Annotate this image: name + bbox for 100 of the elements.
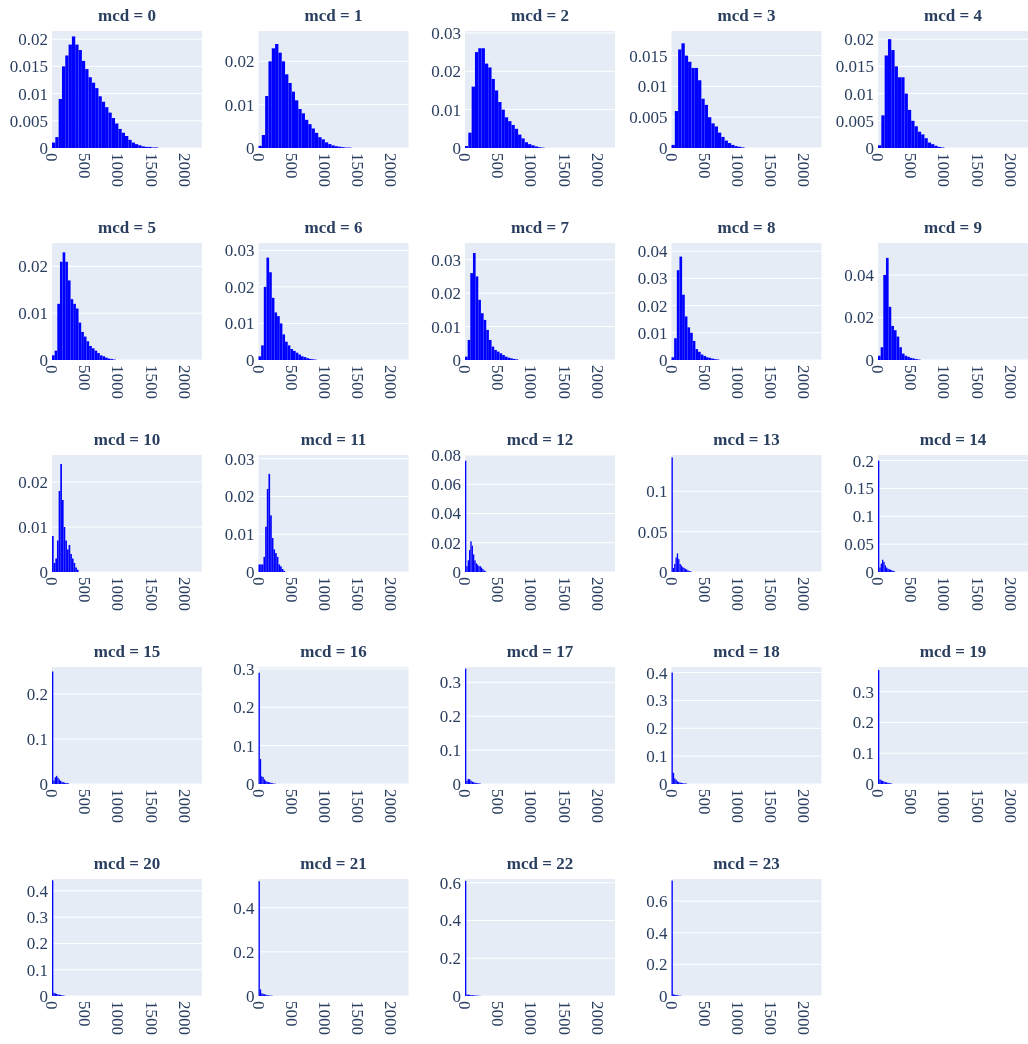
- x-tick-label: 2000: [794, 153, 814, 187]
- x-tick-label: 2000: [381, 1001, 401, 1035]
- x-tick-label: 2000: [174, 153, 194, 187]
- x-tick-label: 2000: [381, 577, 401, 611]
- y-tick-label: 0.04: [431, 504, 462, 524]
- x-tick-label: 500: [281, 1001, 301, 1027]
- x-tick-label: 2000: [174, 365, 194, 399]
- y-tick-label: 0.01: [431, 100, 461, 120]
- y-tick-label: 0.2: [26, 934, 48, 954]
- y-tick-label: 0.02: [18, 257, 48, 277]
- y-tick-label: 0.1: [852, 744, 874, 764]
- y-tick-label: 0.02: [224, 487, 255, 507]
- x-tick-label: 500: [488, 365, 508, 391]
- x-tick-label: 2000: [381, 365, 401, 399]
- x-tick-label: 2000: [381, 153, 401, 187]
- y-tick-label: 0.1: [439, 741, 461, 761]
- x-tick-label: 1000: [934, 153, 954, 187]
- chart-title: mcd = 21: [300, 854, 367, 873]
- x-tick-label: 1000: [521, 1001, 541, 1035]
- x-tick-label: 2000: [1000, 365, 1020, 399]
- x-tick-label: 1000: [314, 153, 334, 187]
- y-tick-label: 0.2: [852, 451, 874, 471]
- y-tick-label: 0.02: [224, 52, 255, 72]
- x-tick-label: 500: [488, 789, 508, 815]
- x-tick-label: 1000: [727, 577, 747, 611]
- y-tick-label: 0.01: [18, 84, 48, 104]
- x-tick-label: 1500: [554, 1001, 574, 1035]
- x-tick-label: 1500: [348, 1001, 368, 1035]
- y-tick-label: 0.1: [26, 729, 48, 749]
- y-tick-label: 0.1: [233, 736, 255, 756]
- y-tick-label: 0.3: [646, 691, 668, 711]
- x-tick-label: 1500: [761, 153, 781, 187]
- y-tick-label: 0.2: [26, 684, 48, 704]
- y-tick-label: 0.02: [431, 62, 461, 82]
- x-tick-label: 500: [694, 1001, 714, 1027]
- x-tick-label: 1500: [554, 153, 574, 187]
- y-tick-label: 0.08: [431, 445, 461, 465]
- y-tick-label: 0.4: [233, 898, 255, 918]
- y-tick-label: 0.1: [646, 747, 668, 767]
- x-tick-label: 500: [694, 153, 714, 179]
- x-tick-label: 500: [488, 153, 508, 179]
- chart-title: mcd = 2: [511, 6, 569, 25]
- x-tick-label: 1000: [934, 577, 954, 611]
- y-tick-label: 0.2: [233, 942, 255, 962]
- x-tick-label: 1000: [934, 789, 954, 823]
- y-tick-label: 0.05: [637, 522, 668, 542]
- y-tick-label: 0.01: [224, 314, 255, 334]
- x-tick-label: 2000: [174, 1001, 194, 1035]
- y-tick-label: 0.01: [224, 525, 255, 545]
- chart-title: mcd = 15: [93, 642, 161, 661]
- y-tick-label: 0.4: [26, 881, 49, 901]
- x-tick-label: 2000: [587, 365, 607, 399]
- x-tick-label: 1500: [967, 577, 987, 611]
- y-tick-label: 0.2: [646, 719, 668, 739]
- x-tick-label: 2000: [794, 365, 814, 399]
- chart-title: mcd = 23: [713, 854, 780, 873]
- y-tick-label: 0.03: [431, 23, 461, 43]
- y-tick-label: 0.3: [233, 659, 255, 679]
- chart-title: mcd = 4: [924, 6, 983, 25]
- chart-title: mcd = 7: [511, 218, 570, 237]
- y-tick-label: 0.03: [224, 449, 255, 469]
- y-tick-label: 0.6: [646, 892, 668, 912]
- x-tick-label: 1000: [314, 789, 334, 823]
- y-tick-label: 0.02: [844, 30, 874, 50]
- chart-title: mcd = 13: [713, 430, 780, 449]
- y-tick-label: 0.02: [431, 533, 461, 553]
- x-tick-label: 1500: [967, 365, 987, 399]
- x-tick-label: 500: [901, 365, 921, 391]
- y-tick-label: 0.1: [646, 482, 668, 502]
- x-tick-label: 2000: [794, 577, 814, 611]
- x-tick-label: 1000: [108, 789, 128, 823]
- x-tick-label: 1500: [761, 789, 781, 823]
- x-tick-label: 1500: [141, 577, 161, 611]
- x-tick-label: 500: [901, 789, 921, 815]
- y-tick-label: 0.01: [431, 317, 461, 337]
- y-tick-label: 0.02: [18, 30, 48, 50]
- x-tick-label: 2000: [1000, 789, 1020, 823]
- x-tick-label: 2000: [794, 1001, 814, 1035]
- y-tick-label: 0.3: [852, 682, 874, 702]
- x-tick-label: 1000: [108, 1001, 128, 1035]
- x-tick-label: 1000: [314, 365, 334, 399]
- x-tick-label: 500: [488, 1001, 508, 1027]
- x-tick-label: 2000: [587, 1001, 607, 1035]
- y-tick-label: 0.01: [18, 517, 48, 537]
- x-tick-label: 500: [488, 577, 508, 603]
- chart-title: mcd = 10: [93, 430, 161, 449]
- x-tick-label: 1000: [108, 365, 128, 399]
- x-tick-label: 500: [694, 577, 714, 603]
- y-tick-label: 0.015: [835, 57, 874, 77]
- x-tick-label: 2000: [1000, 153, 1020, 187]
- x-tick-label: 1000: [727, 153, 747, 187]
- x-tick-label: 500: [694, 789, 714, 815]
- x-tick-label: 1000: [727, 789, 747, 823]
- chart-title: mcd = 17: [506, 642, 574, 661]
- x-tick-label: 1000: [727, 365, 747, 399]
- y-tick-label: 0.015: [9, 57, 48, 77]
- x-tick-label: 500: [901, 153, 921, 179]
- y-tick-label: 0.005: [9, 111, 48, 131]
- y-tick-label: 0.02: [844, 308, 874, 328]
- y-tick-label: 0.2: [852, 713, 874, 733]
